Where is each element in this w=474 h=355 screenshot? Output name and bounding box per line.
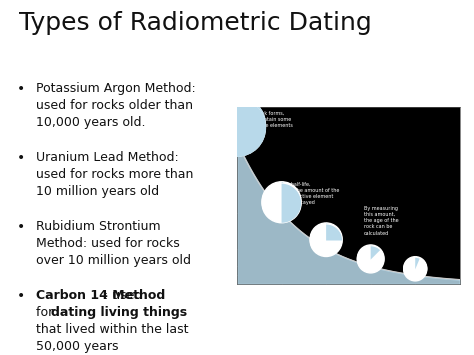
Polygon shape bbox=[415, 258, 419, 269]
Ellipse shape bbox=[357, 245, 384, 272]
Ellipse shape bbox=[209, 97, 265, 153]
Text: When rock forms,
it may contain some
radioactive elements: When rock forms, it may contain some rad… bbox=[241, 111, 292, 128]
Ellipse shape bbox=[209, 99, 265, 156]
Y-axis label: Radioactive dating: Radioactive dating bbox=[213, 169, 218, 221]
Text: used for rocks older than: used for rocks older than bbox=[36, 99, 192, 112]
Text: Rubidium Strontium: Rubidium Strontium bbox=[36, 220, 160, 233]
Text: dating living things: dating living things bbox=[51, 306, 187, 320]
Text: Carbon 14 Method: Carbon 14 Method bbox=[36, 289, 165, 302]
Ellipse shape bbox=[209, 99, 265, 156]
Ellipse shape bbox=[310, 223, 342, 255]
Text: over 10 million years old: over 10 million years old bbox=[36, 254, 191, 267]
Text: 50,000 years: 50,000 years bbox=[36, 340, 118, 354]
Polygon shape bbox=[282, 184, 301, 223]
Ellipse shape bbox=[404, 258, 427, 281]
Text: •: • bbox=[17, 289, 25, 303]
Wedge shape bbox=[371, 245, 374, 258]
Text: By measuring
this amount,
the age of the
rock can be
calculated: By measuring this amount, the age of the… bbox=[364, 206, 399, 236]
Text: Types of Radiometric Dating: Types of Radiometric Dating bbox=[19, 11, 372, 35]
Ellipse shape bbox=[262, 182, 301, 221]
Text: Uranium Lead Method:: Uranium Lead Method: bbox=[36, 151, 178, 164]
Ellipse shape bbox=[262, 184, 301, 223]
Ellipse shape bbox=[357, 246, 384, 273]
Polygon shape bbox=[326, 225, 342, 241]
X-axis label: Time (half-lives): Time (half-lives) bbox=[320, 296, 377, 301]
Text: •: • bbox=[17, 151, 25, 165]
Ellipse shape bbox=[310, 224, 342, 256]
Text: : used: : used bbox=[104, 289, 143, 302]
Text: •: • bbox=[17, 220, 25, 234]
Text: Potassium Argon Method:: Potassium Argon Method: bbox=[36, 82, 195, 95]
Wedge shape bbox=[326, 223, 331, 239]
Text: Method: used for rocks: Method: used for rocks bbox=[36, 237, 179, 250]
Text: •: • bbox=[17, 82, 25, 95]
Text: that lived within the last: that lived within the last bbox=[36, 323, 188, 337]
Polygon shape bbox=[371, 246, 380, 260]
Wedge shape bbox=[415, 257, 417, 268]
Text: 10,000 years old.: 10,000 years old. bbox=[36, 116, 145, 129]
Text: for: for bbox=[36, 306, 57, 320]
Wedge shape bbox=[282, 182, 288, 221]
Text: used for rocks more than: used for rocks more than bbox=[36, 168, 193, 181]
Ellipse shape bbox=[404, 257, 427, 280]
Text: At half-life,
half the amount of the
radioactive element
has decayed: At half-life, half the amount of the rad… bbox=[284, 182, 339, 205]
Text: 10 million years old: 10 million years old bbox=[36, 185, 159, 198]
Ellipse shape bbox=[209, 97, 265, 153]
